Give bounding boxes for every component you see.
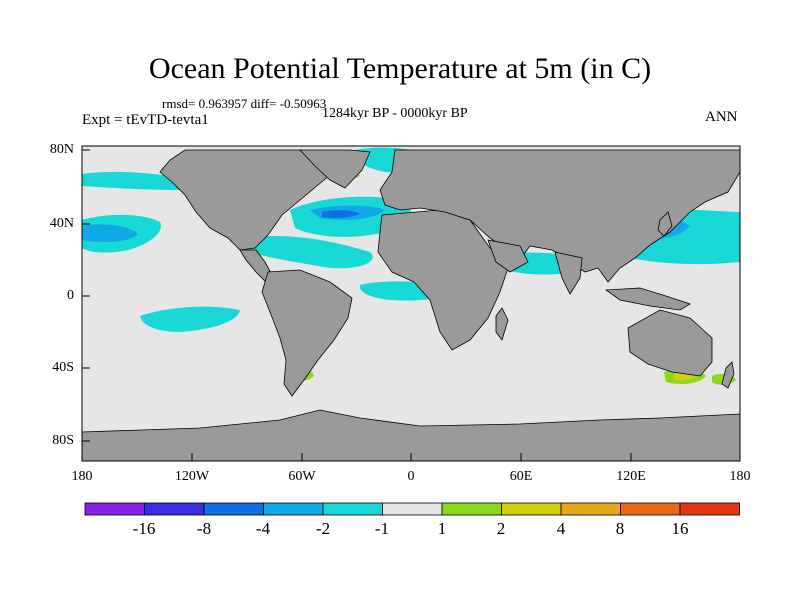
- southeast-asia-islands: [604, 287, 691, 311]
- colorbar-swatch-6: [441, 502, 502, 516]
- x-tick-180-left: 180: [71, 469, 93, 484]
- colorbar-label-16: 16: [671, 519, 689, 538]
- colorbar: [84, 502, 740, 516]
- x-tick-120w: 120W: [174, 469, 210, 484]
- india: [554, 251, 583, 295]
- colorbar-label-neg4: -4: [255, 519, 271, 538]
- time-period-label: 1284kyr BP - 0000kyr BP: [322, 106, 468, 121]
- madagascar: [495, 307, 509, 341]
- y-tick-0: 0: [67, 288, 74, 303]
- map-area: [82, 146, 740, 461]
- colorbar-swatch-4: [322, 502, 383, 516]
- experiment-label: Expt = tEvTD-tevta1: [82, 112, 209, 128]
- y-tick-80s: 80S: [52, 433, 74, 448]
- y-tick-80n: 80N: [49, 142, 74, 157]
- antarctica: [82, 409, 740, 461]
- colorbar-label-neg8: -8: [196, 519, 212, 538]
- x-tick-0: 0: [407, 469, 415, 484]
- greenland: [299, 149, 371, 189]
- north-pacific-mid-cool: [82, 224, 138, 242]
- land-masses: [82, 149, 740, 461]
- south-america: [261, 269, 353, 397]
- arctic-strip-cool: [82, 171, 180, 190]
- japan: [657, 211, 673, 237]
- gulf-stream-strong-cool: [322, 210, 360, 218]
- australia: [627, 309, 713, 377]
- season-label: ANN: [705, 109, 738, 125]
- africa: [377, 209, 511, 351]
- x-tick-60e: 60E: [509, 469, 533, 484]
- colorbar-label-8: 8: [615, 519, 625, 538]
- colorbar-swatch-5: [382, 502, 443, 516]
- colorbar-swatch-7: [501, 502, 562, 516]
- new-zealand: [721, 361, 735, 389]
- rmsd-diff-stats: rmsd= 0.963957 diff= -0.50963: [162, 96, 327, 111]
- colorbar-swatch-9: [620, 502, 681, 516]
- y-tick-40n: 40N: [49, 216, 74, 231]
- south-pacific-cool: [140, 306, 240, 332]
- x-tick-120e: 120E: [616, 469, 646, 484]
- subtropical-atlantic-cool: [240, 235, 373, 269]
- colorbar-label-4: 4: [556, 519, 566, 538]
- y-tick-40s: 40S: [52, 360, 74, 375]
- colorbar-label-1: 1: [437, 519, 447, 538]
- colorbar-swatch-2: [203, 502, 264, 516]
- colorbar-label-neg16: -16: [132, 519, 156, 538]
- x-tick-180-right: 180: [729, 469, 751, 484]
- arabia: [487, 239, 529, 273]
- x-tick-60w: 60W: [288, 469, 316, 484]
- axis-ticks: [82, 149, 632, 461]
- colorbar-label-neg2: -2: [315, 519, 331, 538]
- colorbar-label-2: 2: [496, 519, 506, 538]
- plot-title: Ocean Potential Temperature at 5m (in C): [148, 52, 652, 85]
- colorbar-swatch-8: [560, 502, 621, 516]
- colorbar-swatch-3: [263, 502, 324, 516]
- colorbar-label-neg1: -1: [374, 519, 390, 538]
- colorbar-swatch-0: [84, 502, 145, 516]
- colorbar-swatch-10: [679, 502, 740, 516]
- colorbar-swatch-1: [144, 502, 205, 516]
